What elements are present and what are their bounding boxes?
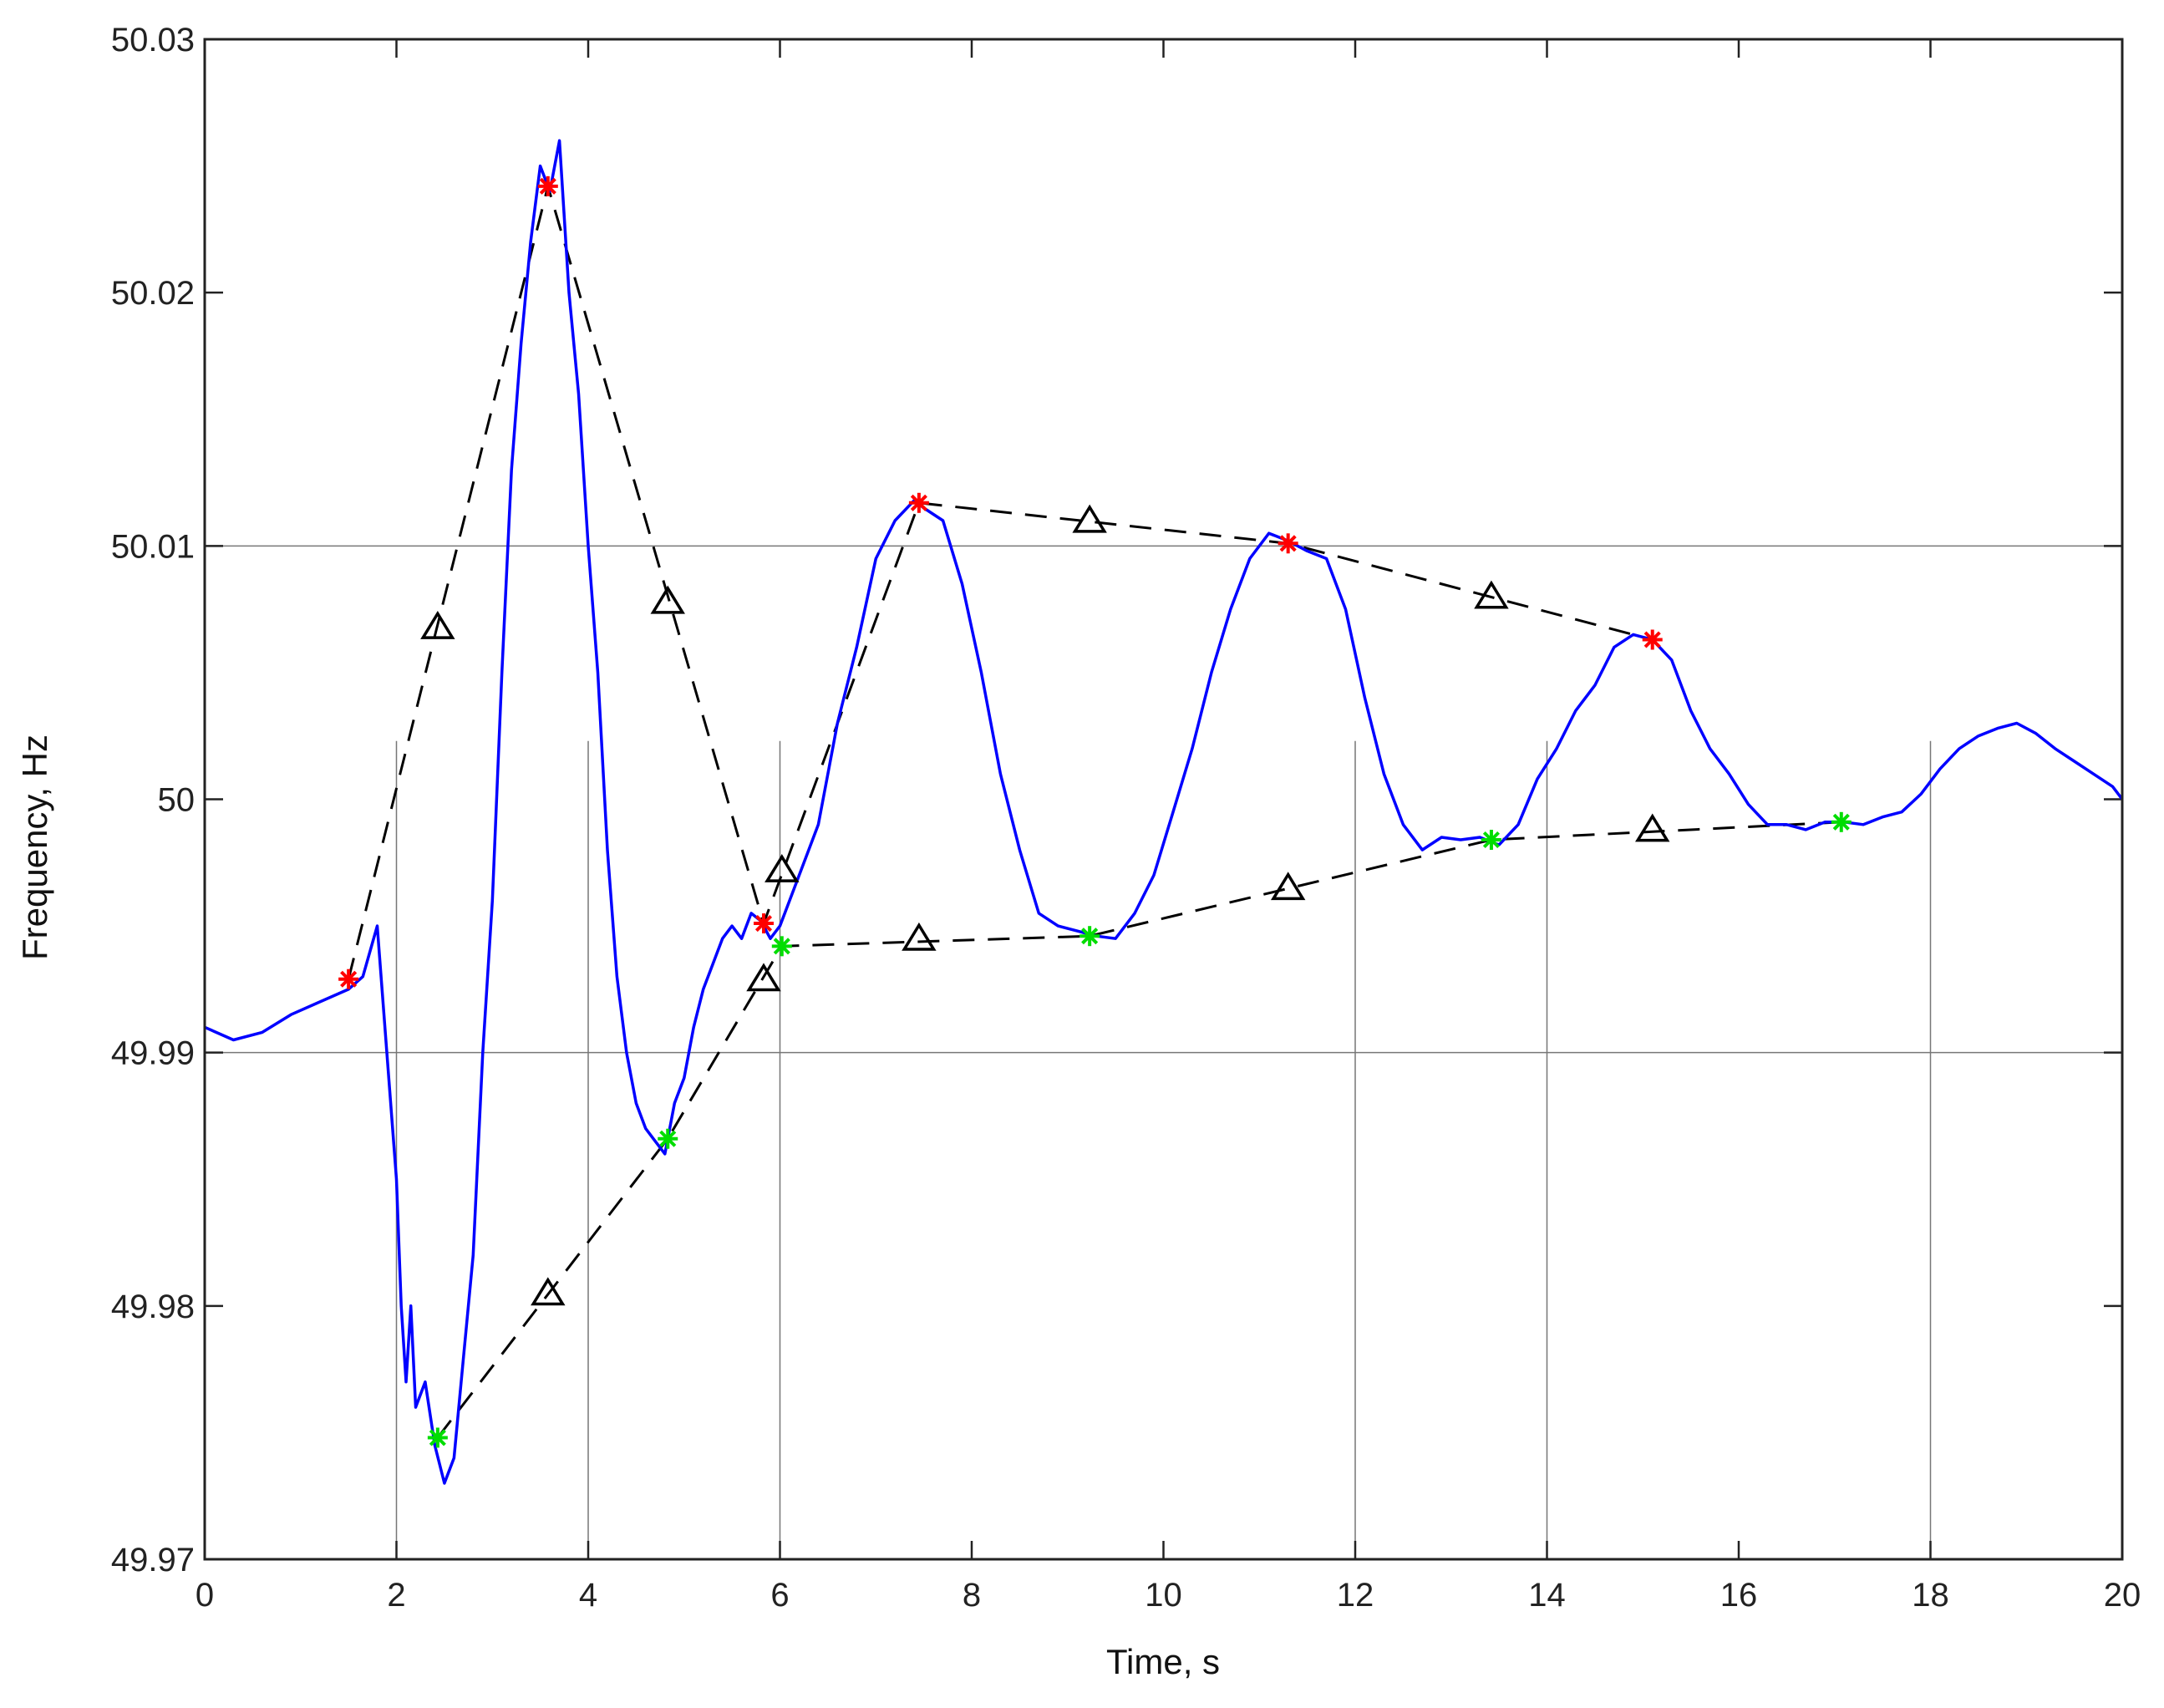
minimum-marker	[427, 1427, 448, 1448]
maximum-marker	[537, 175, 558, 196]
plot-series	[204, 139, 2124, 1485]
x-tick-label: 10	[1145, 1577, 1182, 1614]
minimum-marker-stroke	[1832, 813, 1850, 831]
y-tick-label: 50.01	[111, 528, 195, 565]
minimum-marker	[1481, 830, 1501, 851]
minimum-marker	[1831, 811, 1852, 832]
triangle-marker	[902, 922, 937, 951]
y-tick-label: 49.97	[111, 1542, 195, 1578]
triangle-marker	[765, 854, 800, 882]
plot-frame	[203, 38, 2124, 1561]
minimum-marker-stroke	[1482, 831, 1500, 849]
triangle-marker	[650, 585, 685, 614]
x-tick-label: 12	[1337, 1577, 1374, 1614]
maximum-marker-stroke	[340, 970, 358, 988]
x-tick-label: 14	[1528, 1577, 1566, 1614]
y-tick-label: 50	[158, 782, 196, 819]
y-tick-label: 49.99	[111, 1035, 195, 1072]
minimum-marker	[771, 936, 792, 957]
grid-lines	[205, 545, 2122, 1559]
x-tick-label: 8	[963, 1577, 981, 1614]
triangle-marker	[1635, 813, 1670, 842]
signal-line	[204, 139, 2124, 1485]
x-tick-label: 4	[579, 1577, 597, 1614]
maximum-marker	[1642, 629, 1663, 650]
y-axis-title: Frequency, Hz	[15, 735, 54, 960]
minimum-marker-stroke	[429, 1429, 446, 1446]
maximum-marker-stroke	[754, 914, 773, 933]
y-tick-label: 49.98	[111, 1289, 195, 1325]
x-tick-label: 16	[1720, 1577, 1758, 1614]
x-tick-label: 18	[1912, 1577, 1949, 1614]
x-tick-label: 0	[196, 1577, 214, 1614]
x-tick-label: 6	[770, 1577, 789, 1614]
x-tick-label: 20	[2104, 1577, 2141, 1614]
minimum-marker-stroke	[773, 938, 790, 955]
maximum-marker-stroke	[1643, 631, 1661, 648]
y-tick-label: 50.02	[111, 275, 195, 312]
triangle-marker	[420, 610, 455, 639]
y-tick-label: 50.03	[111, 22, 195, 58]
triangle-marker	[746, 963, 781, 992]
triangle-marker	[531, 1277, 566, 1306]
lower-envelope-line	[436, 821, 1841, 1439]
triangle-marker	[1270, 872, 1306, 901]
maximum-marker-stroke	[910, 494, 927, 511]
triangle-marker	[1474, 580, 1509, 609]
minimum-marker	[1079, 926, 1100, 947]
maximum-marker-stroke	[1279, 535, 1297, 552]
maximum-marker	[753, 913, 774, 934]
minimum-marker	[658, 1128, 678, 1149]
maximum-marker	[338, 968, 359, 989]
x-tick-label: 2	[387, 1577, 405, 1614]
axis-ticks	[203, 38, 2124, 1561]
maximum-marker	[908, 492, 929, 513]
x-axis-title: Time, s	[1106, 1642, 1220, 1681]
x-tick-labels: 0 2 4 6 8 10 12 14 16 18 20	[196, 1577, 2141, 1614]
triangle-marker	[1072, 504, 1107, 533]
minimum-marker-stroke	[659, 1130, 677, 1147]
y-tick-labels: 49.97 49.98 49.99 50 50.01 50.02 50.03	[111, 22, 195, 1578]
minimum-marker-stroke	[1081, 928, 1099, 945]
maximum-marker	[1278, 533, 1298, 554]
maximum-marker-stroke	[539, 177, 556, 195]
